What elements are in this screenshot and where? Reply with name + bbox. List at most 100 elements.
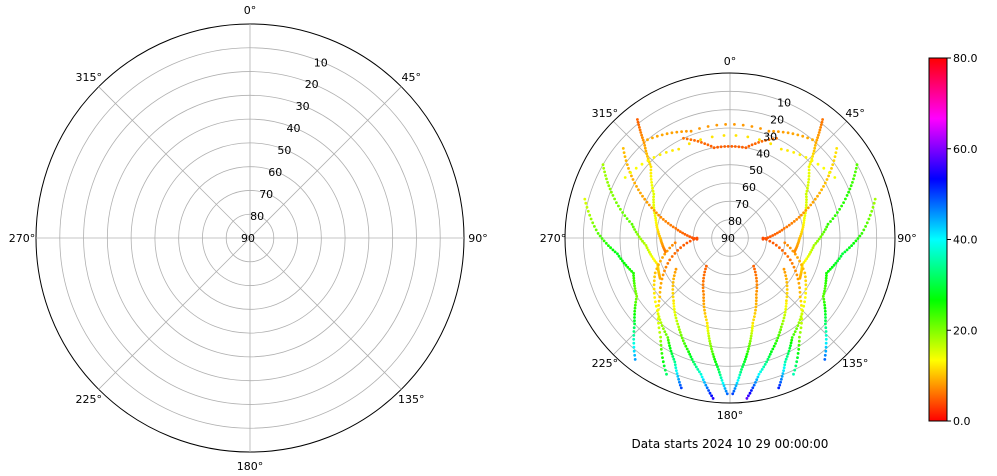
scatter-point [698,127,701,130]
scatter-point [842,201,845,205]
scatter-point [605,177,608,181]
scatter-point [772,344,776,348]
scatter-point [652,192,656,196]
scatter-point [678,380,681,384]
scatter-point [739,370,743,374]
scatter-point [646,138,649,142]
scatter-point [777,386,781,390]
scatter-point [795,218,799,221]
scatter-point [607,244,610,248]
scatter-point [802,221,806,225]
scatter-point [635,294,639,298]
scatter-point [626,265,630,269]
scatter-point [792,151,796,154]
scatter-point [649,171,653,175]
scatter-point [699,138,702,142]
scatter-point [678,230,682,234]
scatter-point [811,246,815,250]
scatter-point [634,300,638,304]
scatter-point [715,123,719,127]
scatter-point [852,177,855,181]
scatter-point [855,163,859,167]
scatter-point [638,126,641,129]
scatter-point [819,123,823,127]
scatter-point [628,220,631,223]
scatter-point [630,269,633,273]
scatter-point [830,167,833,170]
scatter-point [622,261,626,265]
scatter-point [809,250,812,254]
colorbar-ticks: 0.0 20.0 40.0 60.0 80.0 [947,52,978,428]
scatter-point [756,375,760,379]
scatter-point [673,363,677,367]
scatter-point [646,248,650,252]
scatter-point [670,352,674,356]
scatter-point [635,185,638,188]
scatter-point [720,379,724,382]
scatter-point [800,321,803,325]
scatter-point [733,387,737,390]
scatter-point [801,225,805,229]
scatter-point [634,230,638,234]
scatter-point [701,283,705,286]
scatter-point [640,133,643,137]
scatter-point [716,365,719,369]
scatter-point [775,339,779,343]
scatter-point [783,241,787,245]
scatter-point [673,313,677,317]
scatter-point [583,197,587,201]
scatter-point [683,342,686,345]
scatter-point [824,322,827,326]
scatter-point [704,315,707,318]
scatter-point [660,133,664,137]
scatter-point [669,349,673,353]
scatter-point [633,319,636,323]
scatter-point [702,302,706,306]
scatter-point [773,232,777,236]
colorbar-tick-label: 0.0 [953,415,971,428]
scatter-point [624,263,628,267]
scatter-point [804,203,808,207]
scatter-point [832,263,836,267]
scatter-point [829,220,832,223]
scatter-point [798,335,801,339]
scatter-point [836,211,839,214]
scatter-point [800,213,803,217]
scatter-point [693,363,697,366]
scatter-point [754,305,758,309]
scatter-point [653,214,657,218]
scatter-point [753,142,757,146]
scatter-point [784,357,788,361]
theta-tick-label: 315° [76,71,103,84]
scatter-point [621,211,624,214]
scatter-point [681,231,684,235]
scatter-point [667,341,671,345]
scatter-point [777,333,781,337]
r-tick-label: 10 [777,96,791,109]
scatter-point [824,316,827,319]
scatter-point [735,381,739,385]
scatter-point [653,271,657,275]
colorbar-gradient [928,57,948,422]
scatter-point [816,162,820,166]
scatter-point [768,235,772,239]
scatter-point [834,261,838,265]
scatter-point [710,350,714,353]
scatter-point [804,291,808,295]
scatter-point [790,338,794,342]
scatter-point [724,123,727,126]
scatter-point [657,315,661,318]
scatter-point [800,263,803,267]
scatter-point [650,206,654,210]
scatter-point [633,322,636,326]
scatter-point [636,120,640,124]
scatter-point [779,147,783,151]
scatter-point [781,372,785,375]
scatter-point [656,228,659,231]
scatter-point [754,308,757,312]
scatter-point [654,221,658,225]
scatter-point [617,254,621,258]
scatter-point [671,281,675,284]
scatter-point [657,213,660,217]
scatter-point [798,286,801,290]
